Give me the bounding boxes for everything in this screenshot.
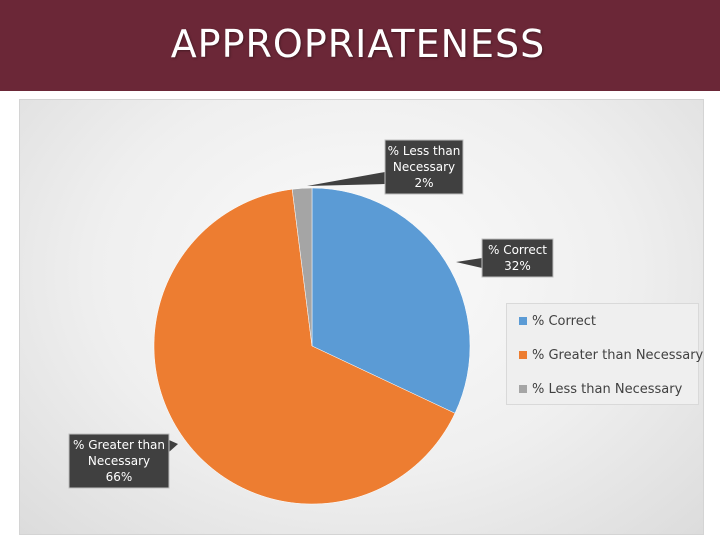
data-label-line: 66% (106, 470, 133, 484)
callout-less-pointer (307, 172, 385, 186)
legend-item-correct: % Correct (519, 314, 596, 330)
callout-greater-box (68, 433, 170, 489)
page-title: APPROPRIATENESS (170, 22, 546, 66)
data-label-line: % Greater than (73, 438, 165, 452)
legend-item-greater: % Greater than Necessary (519, 348, 703, 364)
legend-swatch-greater (519, 350, 527, 359)
legend-label-less: % Less than Necessary (532, 382, 683, 397)
callout-greater: % Greater than Necessary 66% (68, 433, 178, 489)
data-label-line: 32% (504, 259, 531, 273)
legend-label-correct: % Correct (532, 314, 596, 329)
data-label-line: 2% (414, 176, 433, 190)
callout-greater-pointer (169, 440, 178, 452)
legend-item-less: % Less than Necessary (519, 382, 682, 398)
legend-label-greater: % Greater than Necessary (532, 348, 704, 363)
data-label-line: % Correct (488, 243, 547, 257)
legend-swatch-correct (519, 316, 527, 325)
pie-slice-less (291, 187, 313, 347)
legend-swatch-less (519, 384, 527, 393)
data-label-line: % Less than (388, 144, 461, 158)
pie-slice-correct (311, 187, 471, 414)
title-bar: APPROPRIATENESS (0, 0, 720, 91)
callout-correct: % Correct 32% (456, 238, 554, 278)
data-label-line: Necessary (88, 454, 150, 468)
callout-less: % Less than Necessary 2% (307, 139, 464, 195)
callout-less-box (384, 139, 464, 195)
data-label-line: Necessary (393, 160, 455, 174)
callout-correct-pointer (456, 258, 482, 268)
callout-correct-box (481, 238, 554, 278)
chart-legend: % Correct % Greater than Necessary % Les… (506, 303, 703, 405)
pie-slice-greater (153, 188, 456, 505)
